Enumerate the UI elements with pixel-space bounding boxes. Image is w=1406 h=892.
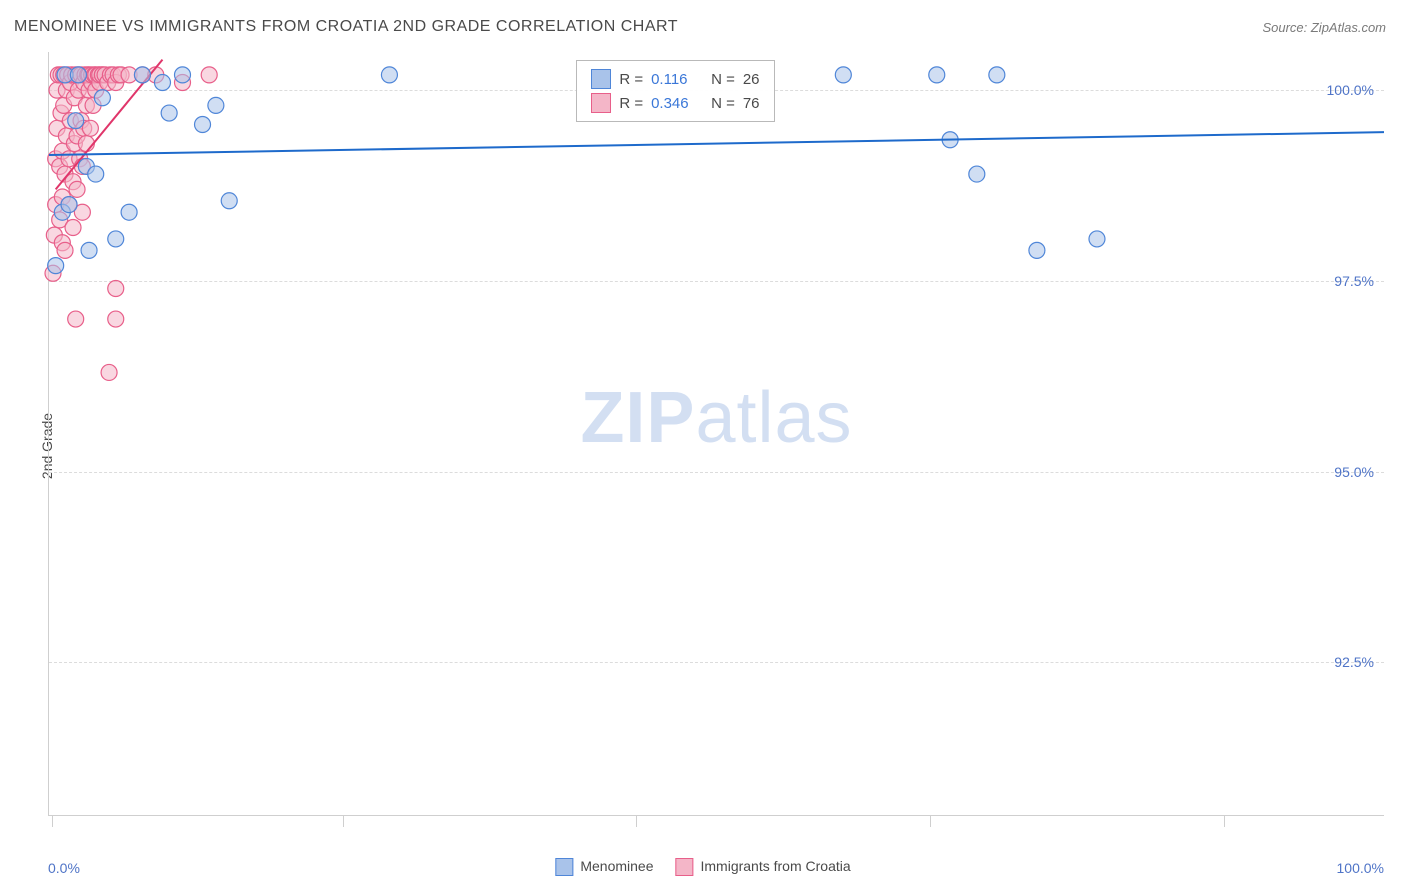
pink-point [78, 136, 94, 152]
blue-point [381, 67, 397, 83]
pink-point [101, 364, 117, 380]
source-attribution: Source: ZipAtlas.com [1262, 20, 1386, 35]
chart-svg [49, 52, 1384, 815]
pink-point [68, 311, 84, 327]
x-tick [636, 815, 637, 827]
legend-swatch [555, 858, 573, 876]
legend-row: R = 0.116 N = 26 [591, 67, 759, 91]
x-tick [930, 815, 931, 827]
blue-point [108, 231, 124, 247]
chart-title: MENOMINEE VS IMMIGRANTS FROM CROATIA 2ND… [14, 18, 678, 36]
blue-point [68, 113, 84, 129]
legend-swatch [676, 858, 694, 876]
blue-point [929, 67, 945, 83]
x-tick [52, 815, 53, 827]
legend-n-label: N = [711, 95, 735, 112]
legend-swatch [591, 69, 611, 89]
blue-point [835, 67, 851, 83]
blue-trendline [49, 132, 1384, 155]
legend-r-label: R = [619, 71, 643, 88]
x-axis-max-label: 100.0% [1337, 860, 1384, 876]
y-tick-label: 100.0% [1327, 82, 1374, 98]
legend-n-value: 26 [743, 71, 760, 88]
legend-item: Menominee [555, 858, 653, 876]
correlation-legend: R = 0.116 N = 26 R = 0.346 N = 76 [576, 60, 774, 122]
pink-point [69, 181, 85, 197]
blue-point [61, 197, 77, 213]
blue-point [81, 242, 97, 258]
blue-point [989, 67, 1005, 83]
blue-point [175, 67, 191, 83]
pink-point [65, 219, 81, 235]
legend-item: Immigrants from Croatia [676, 858, 851, 876]
x-axis-min-label: 0.0% [48, 860, 80, 876]
blue-point [1089, 231, 1105, 247]
x-tick [1224, 815, 1225, 827]
pink-point [108, 311, 124, 327]
blue-point [195, 116, 211, 132]
legend-label: Immigrants from Croatia [701, 858, 851, 874]
blue-point [94, 90, 110, 106]
legend-swatch [591, 93, 611, 113]
legend-row: R = 0.346 N = 76 [591, 91, 759, 115]
blue-point [134, 67, 150, 83]
blue-point [70, 67, 86, 83]
y-tick-label: 97.5% [1334, 273, 1374, 289]
blue-point [161, 105, 177, 121]
blue-point [88, 166, 104, 182]
pink-point [82, 120, 98, 136]
legend-label: Menominee [580, 858, 653, 874]
blue-point [221, 193, 237, 209]
pink-point [57, 242, 73, 258]
blue-point [121, 204, 137, 220]
blue-point [969, 166, 985, 182]
series-legend: Menominee Immigrants from Croatia [555, 858, 850, 876]
x-tick [343, 815, 344, 827]
blue-point [154, 75, 170, 91]
pink-point [201, 67, 217, 83]
y-tick-label: 95.0% [1334, 464, 1374, 480]
plot-area: ZIPatlas R =0.116N =26R =0.346N =76 92.5… [48, 52, 1384, 816]
blue-point [208, 97, 224, 113]
blue-point [1029, 242, 1045, 258]
blue-point [48, 258, 64, 274]
y-tick-label: 92.5% [1334, 654, 1374, 670]
legend-r-value: 0.116 [651, 71, 703, 88]
pink-point [108, 281, 124, 297]
legend-n-value: 76 [743, 95, 760, 112]
legend-r-label: R = [619, 95, 643, 112]
legend-n-label: N = [711, 71, 735, 88]
legend-r-value: 0.346 [651, 95, 703, 112]
